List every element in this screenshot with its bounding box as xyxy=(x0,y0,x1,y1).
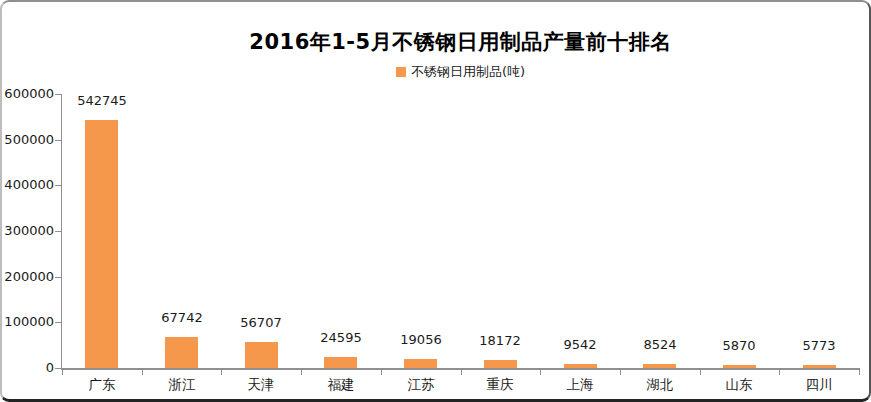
x-axis-label: 湖北 xyxy=(620,376,700,392)
x-axis-label: 浙江 xyxy=(142,376,222,392)
bar xyxy=(404,359,437,368)
x-axis-label: 广东 xyxy=(62,376,142,392)
y-tick xyxy=(55,277,62,278)
bar xyxy=(85,120,118,368)
x-axis-label: 重庆 xyxy=(460,376,540,392)
y-tick xyxy=(55,94,62,95)
y-axis-label: 600000 xyxy=(0,86,54,102)
y-axis-label: 400000 xyxy=(0,177,54,193)
bar xyxy=(484,360,517,368)
bar-value-label: 5773 xyxy=(779,339,859,353)
x-tick xyxy=(779,368,780,375)
bar-value-label: 24595 xyxy=(301,331,381,345)
y-tick xyxy=(55,140,62,141)
y-tick xyxy=(55,368,62,369)
x-tick xyxy=(461,368,462,375)
y-tick xyxy=(55,185,62,186)
y-tick xyxy=(55,231,62,232)
bar-value-label: 18172 xyxy=(460,334,540,348)
x-axis-label: 上海 xyxy=(540,376,620,392)
x-tick xyxy=(620,368,621,375)
bar xyxy=(803,365,836,368)
y-tick xyxy=(55,322,62,323)
chart-frame: 2016年1-5月不锈钢日用制品产量前十排名 不锈钢日用制品(吨) 010000… xyxy=(0,0,871,402)
bar-value-label: 67742 xyxy=(142,311,222,325)
x-axis-label: 江苏 xyxy=(381,376,461,392)
bar-value-label: 5870 xyxy=(699,339,779,353)
y-axis-label: 200000 xyxy=(0,269,54,285)
x-tick xyxy=(381,368,382,375)
y-axis-line xyxy=(61,94,62,370)
x-tick xyxy=(62,368,63,375)
y-axis-label: 0 xyxy=(0,360,54,376)
x-axis-label: 山东 xyxy=(699,376,779,392)
bar-value-label: 19056 xyxy=(381,333,461,347)
x-axis-label: 天津 xyxy=(221,376,301,392)
x-tick xyxy=(700,368,701,375)
x-tick xyxy=(301,368,302,375)
y-axis-label: 300000 xyxy=(0,223,54,239)
x-tick xyxy=(221,368,222,375)
bar xyxy=(643,364,676,368)
x-axis-label: 福建 xyxy=(301,376,381,392)
bar xyxy=(324,357,357,368)
bar xyxy=(165,337,198,368)
x-axis-label: 四川 xyxy=(779,376,859,392)
x-tick xyxy=(540,368,541,375)
bar-value-label: 542745 xyxy=(62,94,142,108)
y-axis-label: 100000 xyxy=(0,314,54,330)
bar-value-label: 9542 xyxy=(540,338,620,352)
bar xyxy=(723,365,756,368)
bar xyxy=(245,342,278,368)
bar-value-label: 56707 xyxy=(221,316,301,330)
y-axis-label: 500000 xyxy=(0,132,54,148)
plot-area: 0 100000 200000 300000 400000 500000 600000 542… xyxy=(2,2,869,399)
bar xyxy=(564,364,597,368)
x-tick xyxy=(142,368,143,375)
x-tick xyxy=(859,368,860,375)
bar-value-label: 8524 xyxy=(620,338,700,352)
